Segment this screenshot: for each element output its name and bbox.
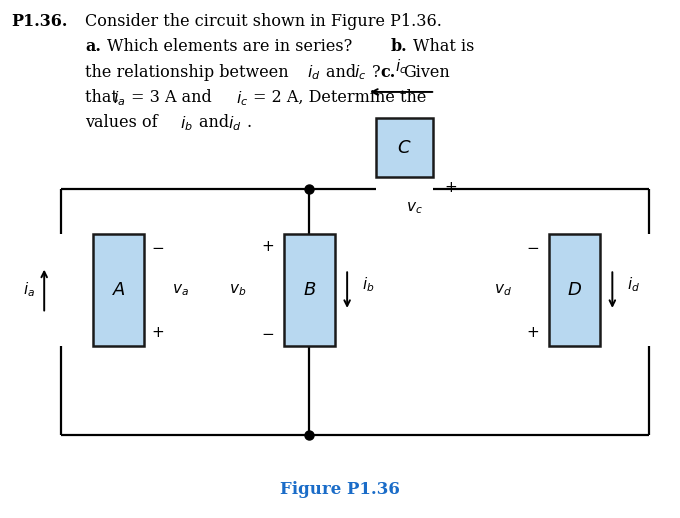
- Text: c.: c.: [381, 64, 396, 81]
- Text: Given: Given: [403, 64, 450, 81]
- Text: $v_c$: $v_c$: [407, 201, 423, 217]
- Text: Which elements are in series?: Which elements are in series?: [107, 38, 352, 55]
- Text: $A$: $A$: [112, 281, 126, 299]
- Text: $i_d$: $i_d$: [307, 64, 321, 82]
- Text: $-$: $-$: [151, 240, 165, 254]
- Text: P1.36.: P1.36.: [12, 13, 68, 30]
- Text: $-$: $-$: [352, 181, 366, 195]
- Text: values of: values of: [85, 114, 163, 132]
- Text: $v_a$: $v_a$: [171, 282, 188, 298]
- Text: $i_c$: $i_c$: [236, 89, 248, 108]
- Text: $i_d$: $i_d$: [627, 276, 641, 294]
- Bar: [93, 234, 144, 346]
- Text: $D$: $D$: [567, 281, 582, 299]
- Text: and: and: [199, 114, 234, 132]
- Text: $i_a$: $i_a$: [113, 89, 125, 108]
- Text: $B$: $B$: [303, 281, 316, 299]
- Text: ?: ?: [372, 64, 381, 81]
- Text: What is: What is: [413, 38, 474, 55]
- Text: $v_d$: $v_d$: [494, 282, 511, 298]
- Text: $C$: $C$: [397, 139, 412, 156]
- Text: and: and: [326, 64, 361, 81]
- Text: $+$: $+$: [443, 181, 457, 195]
- Text: $i_c$: $i_c$: [354, 64, 367, 82]
- Text: $+$: $+$: [526, 326, 539, 340]
- Text: .: .: [246, 114, 252, 132]
- Text: $i_b$: $i_b$: [180, 114, 193, 133]
- Text: = 2 A, Determine the: = 2 A, Determine the: [253, 89, 426, 106]
- Bar: [549, 234, 600, 346]
- Text: Consider the circuit shown in Figure P1.36.: Consider the circuit shown in Figure P1.…: [85, 13, 442, 30]
- Text: $i_b$: $i_b$: [362, 276, 375, 294]
- Bar: [375, 118, 434, 177]
- Text: Figure P1.36: Figure P1.36: [280, 481, 400, 498]
- Bar: [284, 234, 335, 346]
- Text: $-$: $-$: [526, 240, 539, 254]
- Text: = 3 A and: = 3 A and: [131, 89, 217, 106]
- Text: $i_c$: $i_c$: [395, 57, 407, 76]
- Text: $i_a$: $i_a$: [22, 281, 35, 299]
- Text: b.: b.: [391, 38, 407, 55]
- Text: $i_d$: $i_d$: [228, 114, 242, 133]
- Text: the relationship between: the relationship between: [85, 64, 294, 81]
- Text: $v_b$: $v_b$: [229, 282, 247, 298]
- Text: a.: a.: [85, 38, 101, 55]
- Text: $+$: $+$: [151, 326, 165, 340]
- Text: $-$: $-$: [260, 326, 273, 340]
- Text: that: that: [85, 89, 123, 106]
- Text: $+$: $+$: [260, 240, 273, 254]
